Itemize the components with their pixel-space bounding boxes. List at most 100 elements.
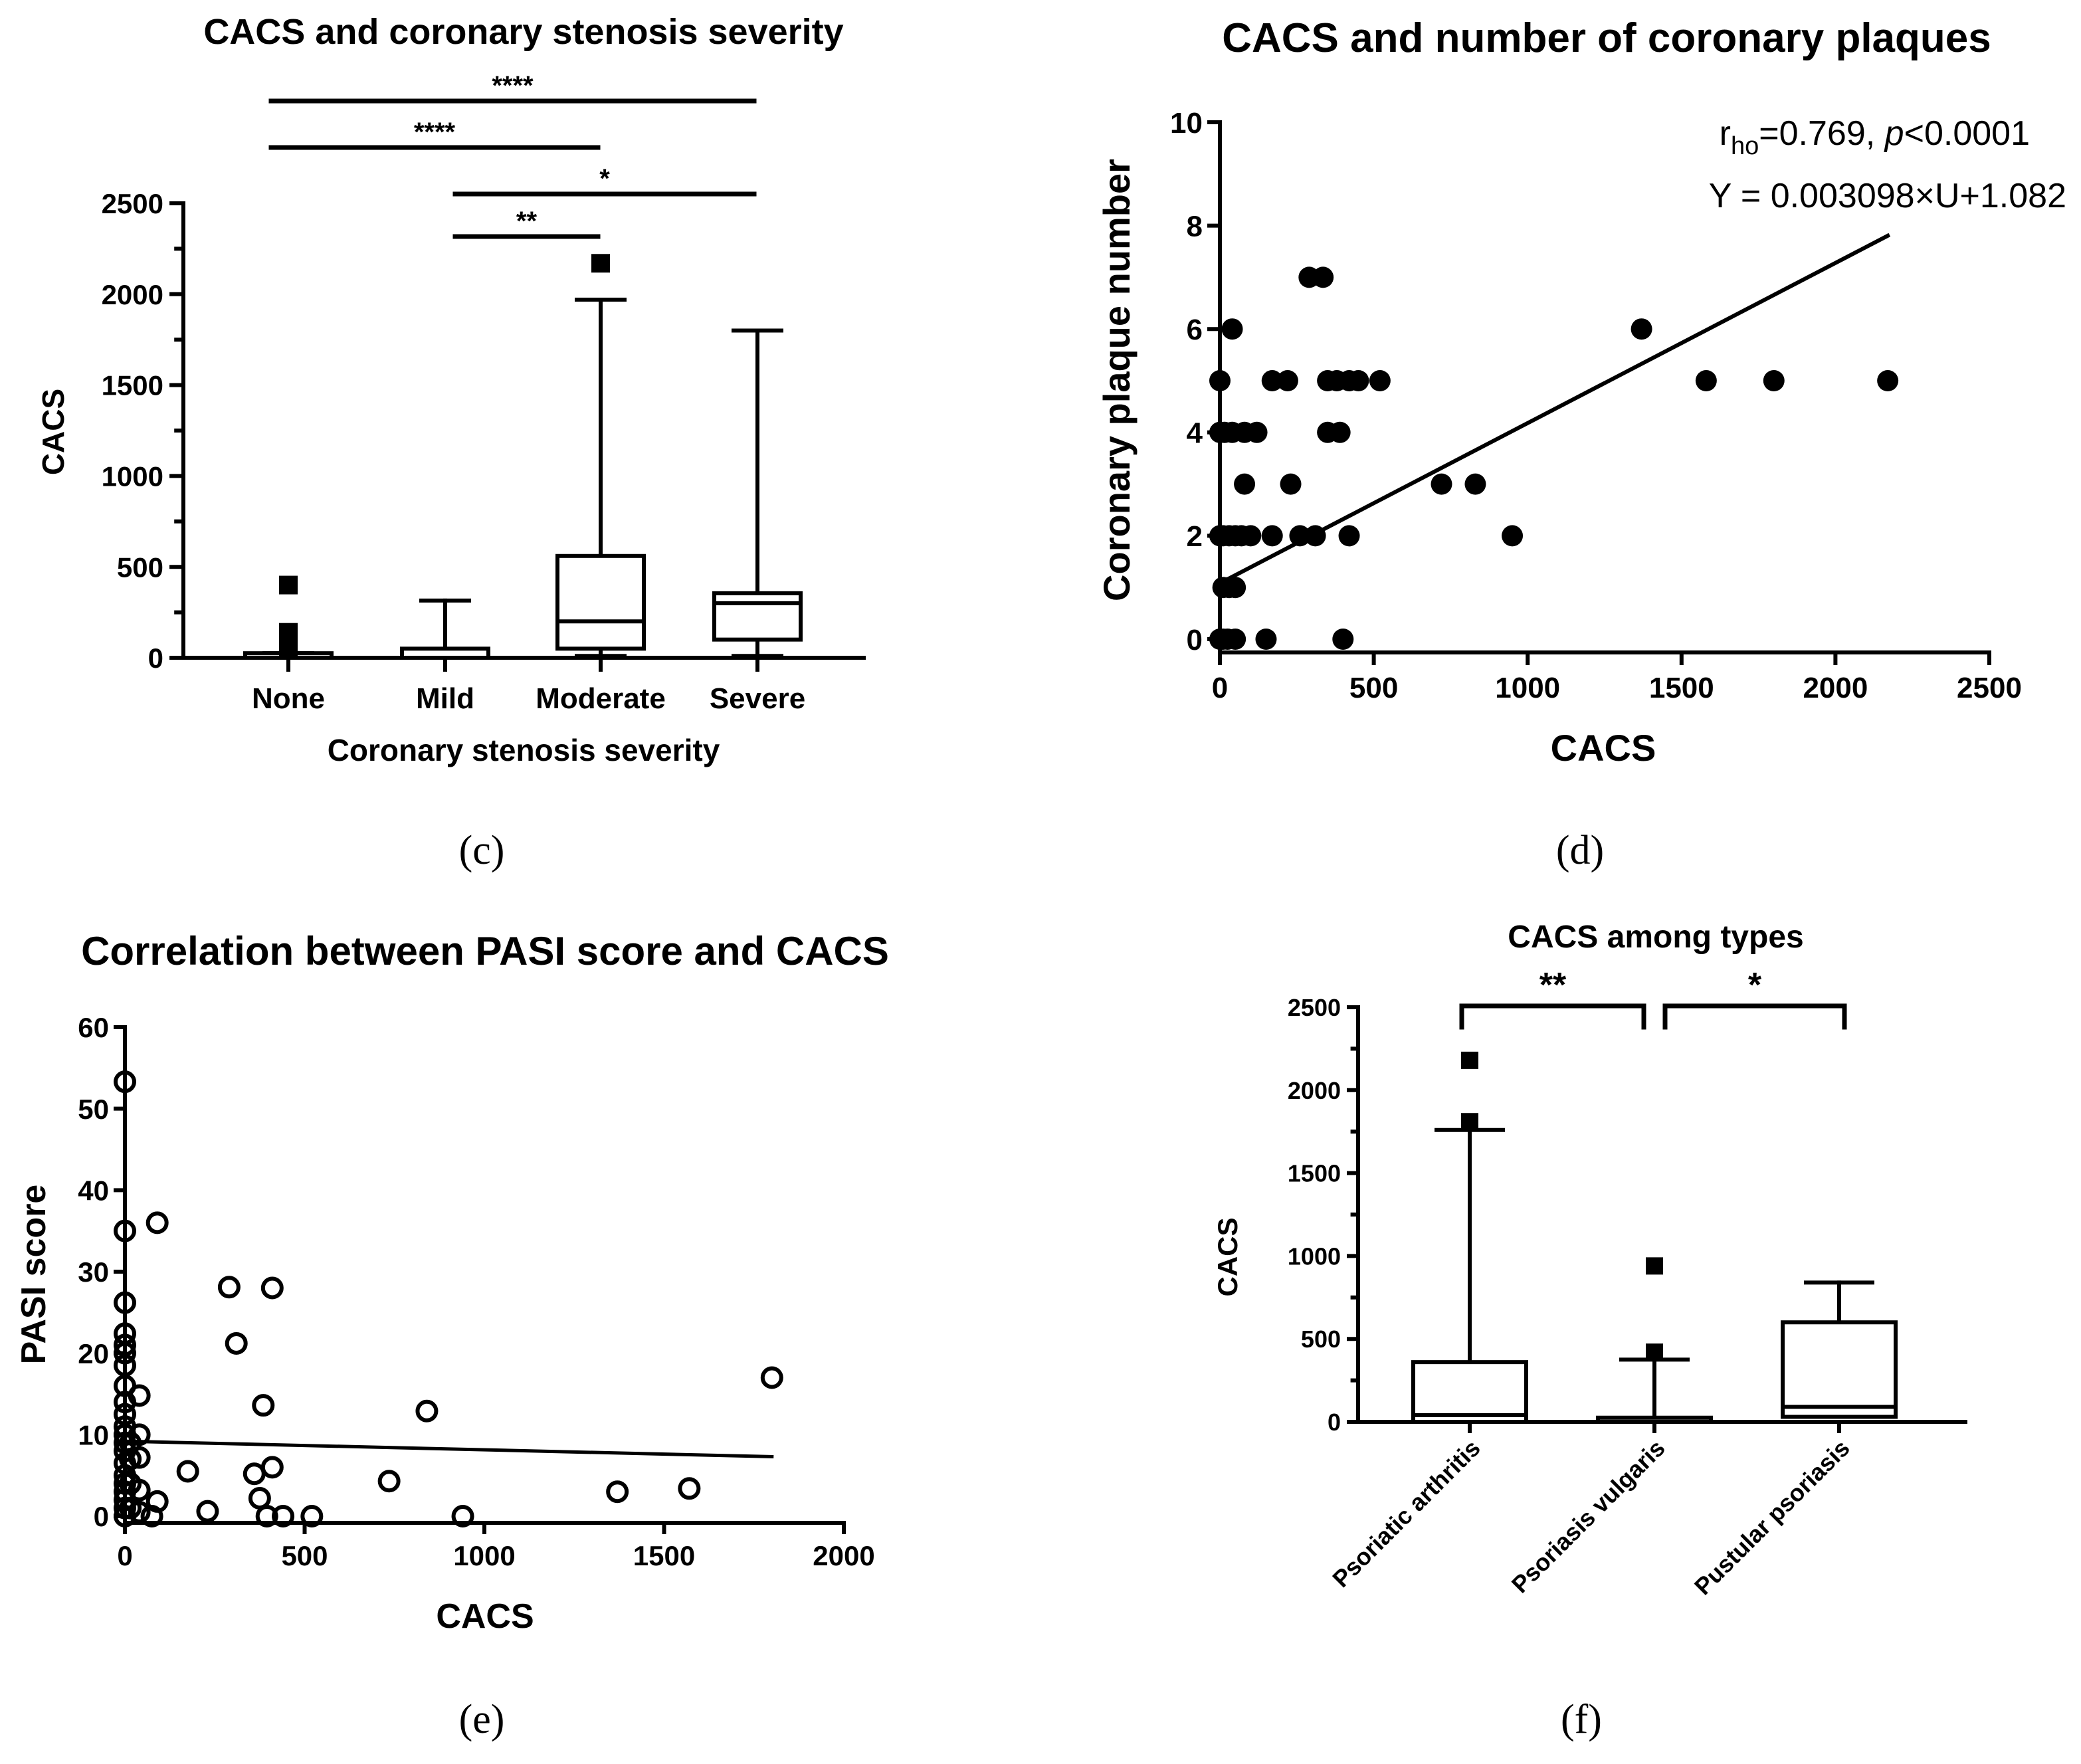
x-category-label: Mild [416, 682, 474, 715]
data-point [1246, 421, 1268, 443]
data-point [1332, 629, 1354, 650]
chart-e-axes: 0 500 1000 1500 2000 0 10 20 30 40 50 60 [78, 1012, 874, 1571]
data-point [1240, 525, 1262, 547]
outlier-point [1461, 1113, 1478, 1131]
data-point [1225, 629, 1246, 650]
chart-d-xlabel: CACS [1551, 727, 1656, 769]
significance-bracket: * [1662, 966, 1847, 1030]
y-tick-label: 60 [78, 1012, 109, 1043]
chart-f-caption: (f) [1561, 1697, 1602, 1742]
box-iqr [712, 591, 803, 642]
data-point [1225, 577, 1246, 599]
outlier-point [1646, 1343, 1663, 1361]
y-tick-label: 2500 [1288, 994, 1341, 1021]
y-tick-label: 10 [78, 1419, 109, 1450]
significance-bracket: ** [1459, 966, 1646, 1030]
chart-c-marks: *********** [243, 71, 803, 660]
data-point [1338, 525, 1360, 547]
data-point [119, 1448, 142, 1471]
x-category-label: Pustular psoriasis [1689, 1434, 1855, 1601]
data-point [114, 1291, 136, 1314]
data-point [1763, 370, 1785, 391]
chart-e-marks [114, 1070, 783, 1527]
x-tick-label: 0 [1212, 672, 1228, 704]
data-point [225, 1331, 248, 1355]
y-tick-label: 2000 [102, 279, 163, 310]
significance-label: * [1748, 966, 1762, 1005]
data-point [1280, 473, 1302, 495]
x-tick-label: 2500 [1957, 672, 2022, 704]
outlier-point [1646, 1257, 1663, 1275]
y-tick-label: 30 [78, 1256, 109, 1288]
y-tick-label: 1000 [102, 461, 163, 492]
chart-d-marks [1209, 233, 1899, 650]
data-point [1261, 370, 1283, 391]
box-psoriatic-arthritis [1411, 1051, 1528, 1424]
data-point [606, 1480, 629, 1504]
data-point [260, 1456, 284, 1479]
y-tick-label: 8 [1187, 210, 1203, 243]
box-severe [712, 328, 803, 658]
data-point [760, 1366, 783, 1389]
chart-e-ylabel: PASI score [15, 1185, 53, 1365]
data-point [1209, 370, 1231, 391]
panel-c: CACS and coronary stenosis severity CACS… [36, 12, 866, 873]
chart-e-caption: (e) [459, 1697, 505, 1742]
x-category-label: Moderate [536, 682, 666, 715]
data-point [146, 1211, 169, 1234]
data-point [128, 1384, 151, 1407]
data-point [128, 1423, 151, 1446]
chart-d-axes: 0 500 1000 1500 2000 2500 0 2 4 6 8 10 [1170, 107, 2022, 704]
data-point [1877, 370, 1899, 391]
data-point [415, 1399, 439, 1422]
chart-d-equation: Y = 0.003098×U+1.082 [1709, 177, 2066, 215]
box-iqr [1781, 1320, 1898, 1419]
x-tick-label: 1000 [453, 1540, 515, 1571]
chart-f-ylabel: CACS [1212, 1217, 1243, 1296]
x-tick-label: 2000 [1803, 672, 1868, 704]
x-category-label: Psoriatic arthritis [1327, 1434, 1485, 1593]
rho-value: =0.769, [1759, 114, 1884, 153]
outlier-point [279, 623, 298, 642]
data-point [176, 1460, 199, 1483]
data-point [1431, 473, 1452, 495]
y-tick-label: 20 [78, 1338, 109, 1369]
y-tick-label: 10 [1170, 107, 1203, 140]
significance-bracket: ** [452, 207, 601, 239]
rho-subscript: ho [1731, 132, 1759, 160]
y-tick-label: 0 [1187, 624, 1203, 656]
y-tick-label: 2500 [102, 188, 163, 219]
outlier-point [279, 575, 298, 595]
data-point [1631, 318, 1652, 340]
data-point [128, 1478, 151, 1502]
y-tick-label: 500 [117, 551, 163, 583]
data-point [114, 1219, 136, 1242]
panel-d: CACS and number of coronary plaques Coro… [1096, 15, 2066, 873]
y-tick-label: 4 [1187, 417, 1203, 450]
y-tick-label: 2 [1187, 520, 1203, 553]
chart-c-caption: (c) [459, 828, 505, 873]
data-point [1695, 370, 1717, 391]
x-tick-label: 1000 [1495, 672, 1560, 704]
data-point [128, 1500, 151, 1523]
box-psoriasis-vulgaris [1596, 1257, 1713, 1424]
box-moderate [555, 254, 646, 658]
y-tick-label: 0 [94, 1501, 109, 1532]
data-point [1289, 525, 1311, 547]
chart-f-marks: ** * [1411, 966, 1898, 1424]
y-tick-label: 1000 [1288, 1242, 1341, 1270]
y-tick-label: 1500 [102, 370, 163, 401]
x-tick-label: 1500 [1649, 672, 1714, 704]
chart-d-title: CACS and number of coronary plaques [1222, 15, 1991, 61]
data-point [1276, 370, 1298, 391]
outlier-point [591, 254, 610, 273]
data-point [272, 1505, 295, 1527]
data-point [146, 1490, 169, 1513]
chart-e-xlabel: CACS [436, 1597, 534, 1636]
significance-bracket: * [452, 164, 757, 197]
data-point [1329, 421, 1351, 443]
data-point [196, 1500, 219, 1523]
chart-d-rho-annotation: rho=0.769, p<0.0001 [1720, 114, 2030, 160]
data-point [114, 1070, 136, 1094]
